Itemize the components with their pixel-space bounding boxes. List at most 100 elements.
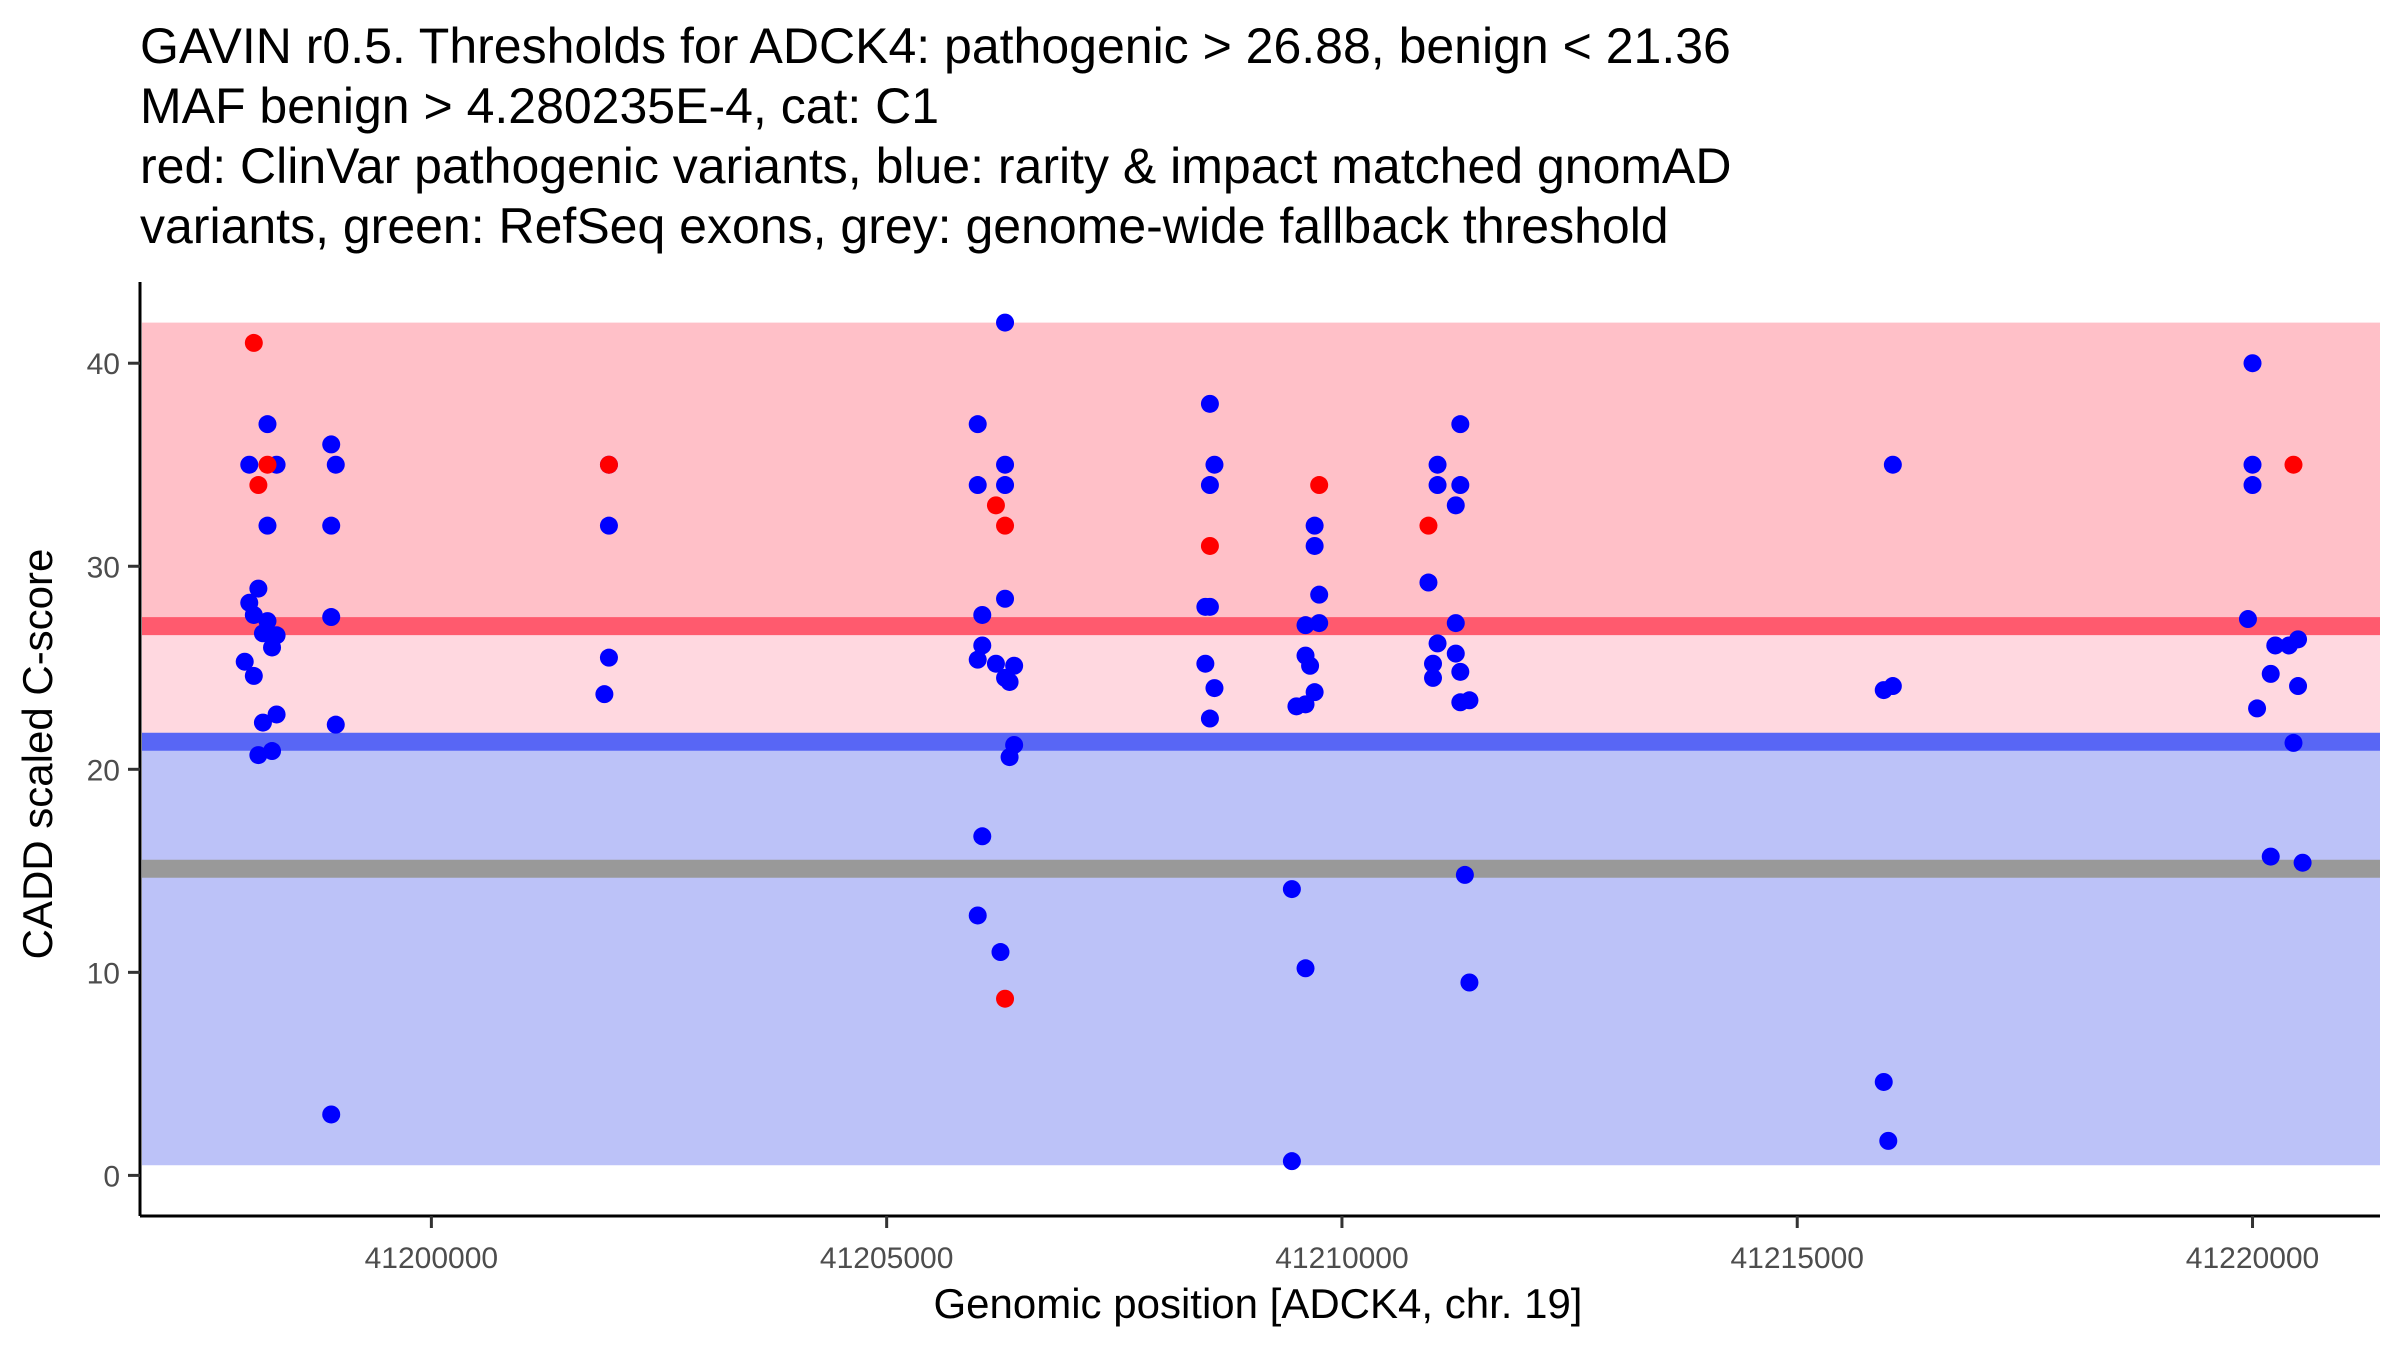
benign-point (973, 605, 992, 624)
benign-band (142, 741, 2380, 1166)
benign-point (244, 605, 263, 624)
benign-point (249, 579, 268, 598)
y-tick-label: 40 (87, 348, 120, 381)
pathogenic-point (258, 455, 277, 474)
benign-point (1005, 656, 1024, 675)
benign-point (1305, 536, 1324, 555)
benign-point (996, 589, 1015, 608)
benign-point (258, 415, 277, 434)
pathogenic-point (986, 496, 1005, 515)
benign-point (326, 455, 345, 474)
benign-point (1205, 455, 1224, 474)
pathogenic-point (996, 989, 1015, 1008)
benign-point (263, 742, 282, 761)
pathogenic-point (996, 516, 1015, 535)
pathogenic-point (1419, 516, 1438, 535)
benign-point (253, 624, 272, 643)
benign-point (240, 455, 259, 474)
pathogenic-point (1200, 536, 1219, 555)
benign-point (1310, 614, 1329, 633)
threshold-lines (142, 617, 2380, 878)
benign-point (2284, 733, 2303, 752)
y-tick-label: 10 (87, 957, 120, 990)
benign-point (258, 516, 277, 535)
benign-point (1305, 683, 1324, 702)
data-points (235, 313, 2312, 1171)
benign-point (1000, 748, 1019, 767)
benign-point (2261, 664, 2280, 683)
benign-point (249, 746, 268, 765)
benign-point (1874, 1072, 1893, 1091)
benign-point (996, 313, 1015, 332)
benign-point (2243, 455, 2262, 474)
benign-point (2248, 699, 2267, 718)
benign-point (253, 713, 272, 732)
benign-point (1305, 516, 1324, 535)
benign-point (1200, 709, 1219, 728)
x-tick-label: 41200000 (365, 1242, 498, 1275)
benign-point (973, 827, 992, 846)
benign-point (968, 906, 987, 925)
benign-point (326, 715, 345, 734)
benign-point (1883, 455, 1902, 474)
benign-point (1428, 634, 1447, 653)
mid-band (142, 629, 2380, 742)
benign-point (1282, 880, 1301, 899)
benign-point (1301, 656, 1320, 675)
x-axis-label: Genomic position [ADCK4, chr. 19] (934, 1280, 1583, 1327)
benign-point (1424, 668, 1443, 687)
x-tick-label: 41220000 (2186, 1242, 2319, 1275)
benign-point (1451, 415, 1470, 434)
benign-point (1419, 573, 1438, 592)
benign-point (322, 516, 341, 535)
benign-point (1460, 973, 1479, 992)
title-line-4: variants, green: RefSeq exons, grey: gen… (140, 198, 1669, 254)
benign-point (322, 608, 341, 627)
benign-point (1000, 672, 1019, 691)
benign-point (1455, 865, 1474, 884)
pathogenic-point (2284, 455, 2303, 474)
axes: 41200000 41205000 41210000 41215000 41220000… (87, 282, 2380, 1275)
benign-point (322, 1105, 341, 1124)
benign-point (996, 476, 1015, 495)
benign-point (2238, 610, 2257, 629)
benign-point (1200, 476, 1219, 495)
benign-point (986, 654, 1005, 673)
benign-point (1446, 496, 1465, 515)
benign-point (1428, 476, 1447, 495)
y-tick-label: 0 (103, 1160, 120, 1193)
title-line-2: MAF benign > 4.280235E-4, cat: C1 (140, 78, 940, 134)
benign-point (1205, 679, 1224, 698)
title-line-3: red: ClinVar pathogenic variants, blue: … (140, 138, 1732, 194)
benign-point (991, 943, 1010, 962)
x-tick-label: 41215000 (1730, 1242, 1863, 1275)
benign-point (1282, 1152, 1301, 1171)
benign-point (1446, 614, 1465, 633)
benign-point (1196, 654, 1215, 673)
benign-point (322, 435, 341, 454)
benign-point (267, 705, 286, 724)
threshold-bands (142, 322, 2380, 1166)
benign-point (968, 476, 987, 495)
chart-title: GAVIN r0.5. Thresholds for ADCK4: pathog… (140, 16, 2380, 256)
title-line-1: GAVIN r0.5. Thresholds for ADCK4: pathog… (140, 18, 1731, 74)
benign-point (1200, 394, 1219, 413)
benign-point (2279, 636, 2298, 655)
benign-point (1310, 585, 1329, 604)
benign-point (595, 685, 614, 704)
benign-point (996, 455, 1015, 474)
benign-point (2289, 677, 2308, 696)
benign-point (2243, 354, 2262, 373)
benign-point (2293, 853, 2312, 872)
y-axis-label: CADD scaled C-score (14, 549, 61, 960)
benign-point (1451, 476, 1470, 495)
benign-point (1296, 616, 1315, 635)
benign-point (1200, 597, 1219, 616)
pathogenic-point (599, 455, 618, 474)
benign-point (1428, 455, 1447, 474)
x-tick-label: 41210000 (1275, 1242, 1408, 1275)
benign-point (1446, 644, 1465, 663)
benign-point (1296, 959, 1315, 978)
benign-point (599, 648, 618, 667)
